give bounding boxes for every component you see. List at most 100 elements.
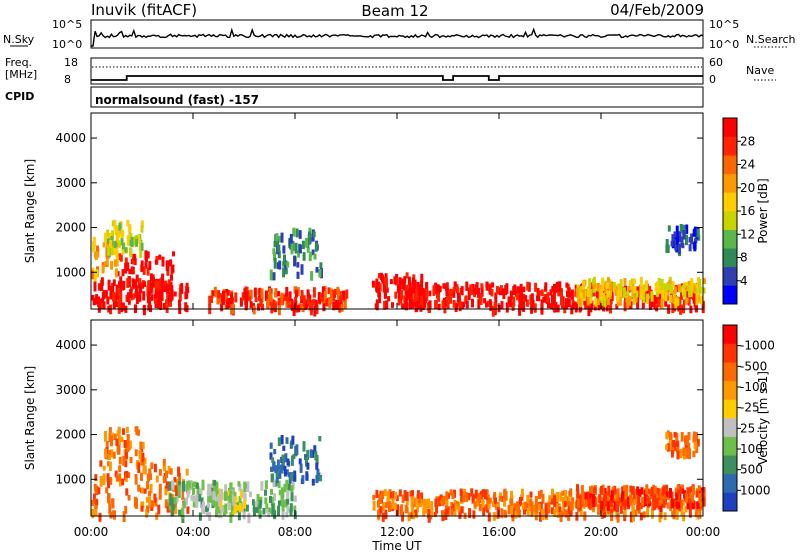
heatmap-cell [162,303,166,310]
heatmap-cell [556,492,560,502]
heatmap-cell [313,253,317,260]
heatmap-cell [408,283,412,292]
heatmap-cell [160,292,164,301]
heatmap-cell [550,295,554,306]
heatmap-cell [472,510,476,519]
heatmap-cell [553,497,557,508]
heatmap-cell [192,481,196,488]
heatmap-cell [121,478,125,486]
heatmap-cell [112,279,116,286]
heatmap-cell [107,478,110,489]
heatmap-cell [311,249,315,256]
heatmap-cell [600,500,604,510]
heatmap-cell [419,284,423,291]
heatmap-cell [322,301,326,312]
heatmap-cell [640,487,644,495]
heatmap-cell [589,486,592,493]
heatmap-cell [170,289,174,301]
heatmap-cell [262,508,266,515]
heatmap-cell [112,293,116,301]
heatmap-cell [664,299,668,307]
heatmap-cell [642,511,646,518]
heatmap-cell [377,287,381,297]
heatmap-cell [173,291,177,297]
heatmap-cell [323,291,327,300]
colorbar-swatch [723,248,737,268]
heatmap-cell [298,244,302,254]
heatmap-cell [216,296,220,305]
colorbar-swatch [723,155,737,175]
heatmap-cell [280,435,284,445]
heatmap-cell [289,508,293,516]
heatmap-cell [107,238,110,245]
heatmap-cell [665,491,669,498]
heatmap-cell [135,274,139,283]
power-y-ticks: 1000 2000 3000 4000 [55,131,703,279]
heatmap-cell [682,512,686,522]
heatmap-cell [230,500,234,511]
heatmap-cell [129,239,133,247]
heatmap-cell [313,305,317,317]
heatmap-cell [148,261,152,270]
heatmap-cell [146,251,150,259]
heatmap-cell [565,282,569,288]
heatmap-cell [632,297,636,305]
heatmap-cell [674,239,678,251]
range-tick-label: 1000 [55,472,86,486]
heatmap-cell [652,500,656,511]
heatmap-cell [169,300,172,307]
heatmap-cell [544,509,548,519]
heatmap-cell [680,499,684,509]
colorbar-swatch [723,211,737,230]
heatmap-cell [242,511,246,520]
heatmap-cell [592,290,596,297]
heatmap-cell [375,281,379,292]
heatmap-cell [634,294,638,303]
heatmap-cell [117,240,121,248]
heatmap-cell [292,227,296,237]
heatmap-cell [404,504,408,514]
heatmap-cell [107,461,111,467]
heatmap-cell [264,290,268,302]
heatmap-cell [670,450,674,458]
heatmap-cell [308,231,311,237]
heatmap-cell [102,301,106,309]
heatmap-cell [100,302,104,308]
heatmap-cell [140,264,144,272]
heatmap-cell [625,484,629,492]
heatmap-cell [336,286,340,294]
heatmap-cell [591,493,595,505]
heatmap-cell [601,280,605,291]
colorbar-tick-label: 100 [740,442,763,456]
heatmap-cell [646,507,650,518]
heatmap-cell [507,296,511,305]
heatmap-cell [293,286,297,293]
heatmap-cell [427,498,431,508]
heatmap-cell [518,300,522,311]
heatmap-cell [583,297,587,306]
heatmap-cell [161,273,165,284]
heatmap-cell [260,481,264,491]
heatmap-cell [631,502,635,508]
noise-right-tick-bottom: 10^0 [709,38,739,51]
heatmap-cell [293,255,297,267]
heatmap-cell [578,498,582,509]
heatmap-cell [491,282,495,288]
heatmap-cell [526,507,530,516]
heatmap-cell [641,297,645,309]
heatmap-cell [280,294,284,301]
heatmap-cell [306,289,310,300]
heatmap-cell [673,286,677,294]
heatmap-cell [658,500,662,507]
heatmap-cell [271,457,275,463]
heatmap-cell [631,505,635,513]
heatmap-cell [499,285,503,293]
heatmap-cell [266,301,270,308]
heatmap-cell [264,497,268,505]
heatmap-cell [619,289,623,298]
heatmap-cell [342,290,346,301]
colorbar-swatch [723,380,737,400]
heatmap-cell [277,437,281,447]
heatmap-cell [682,224,685,235]
heatmap-cell [277,250,281,259]
